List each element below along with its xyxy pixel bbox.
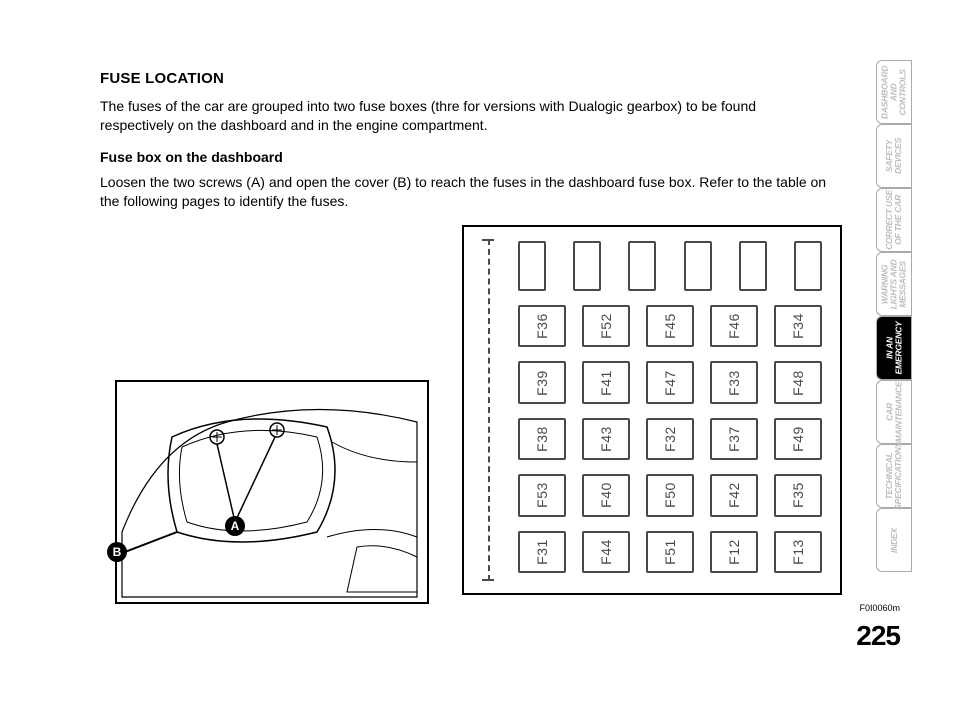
- heading-fuse-location: FUSE LOCATION: [100, 70, 830, 87]
- fuse-label: F46: [726, 313, 742, 339]
- fuse-f41: F41: [582, 361, 630, 403]
- fuse-label: F39: [534, 370, 550, 396]
- fuse-label: F36: [534, 313, 550, 339]
- tab-technical-specifications[interactable]: TECHNICALSPECIFICATIONS: [876, 444, 912, 508]
- fuse-label: F47: [662, 370, 678, 396]
- fuse-f31: F31: [518, 531, 566, 573]
- tab-label: DASHBOARDANDCONTROLS: [881, 65, 908, 118]
- fuse-f13: F13: [774, 531, 822, 573]
- fuse-f37: F37: [710, 418, 758, 460]
- relay-slot: [573, 241, 601, 291]
- relay-row: [518, 241, 822, 291]
- fuse-f32: F32: [646, 418, 694, 460]
- tab-correct-use-of-the-car[interactable]: CORRECT USEOF THE CAR: [876, 188, 912, 252]
- fuse-f33: F33: [710, 361, 758, 403]
- fuse-label: F35: [790, 483, 806, 509]
- fuse-f40: F40: [582, 474, 630, 516]
- fuse-f49: F49: [774, 418, 822, 460]
- fuse-grid: F36 F52 F45 F46 F34 F39 F41 F47 F33 F48 F38 F43 F32 F…: [518, 305, 822, 573]
- text-block: FUSE LOCATION The fuses of the car are g…: [100, 70, 830, 219]
- fuse-f34: F34: [774, 305, 822, 347]
- paragraph-instruction: Loosen the two screws (A) and open the c…: [100, 173, 830, 211]
- fuse-f46: F46: [710, 305, 758, 347]
- relay-slot: [518, 241, 546, 291]
- fuse-label: F45: [662, 313, 678, 339]
- fuse-label: F44: [598, 539, 614, 565]
- tab-safety-devices[interactable]: SAFETYDEVICES: [876, 124, 912, 188]
- fuse-f44: F44: [582, 531, 630, 573]
- dashed-top: [482, 239, 494, 241]
- dashed-divider: [488, 239, 490, 581]
- callout-a: A: [225, 516, 245, 536]
- tab-warning-lights-and-messages[interactable]: WARNINGLIGHTS ANDMESSAGES: [876, 252, 912, 316]
- relay-slot: [739, 241, 767, 291]
- section-tabs: DASHBOARDANDCONTROLS SAFETYDEVICES CORRECT…: [876, 60, 912, 572]
- fuse-label: F49: [790, 426, 806, 452]
- relay-slot: [794, 241, 822, 291]
- fuse-label: F42: [726, 483, 742, 509]
- heading-dashboard-box: Fuse box on the dashboard: [100, 149, 830, 165]
- fuse-f42: F42: [710, 474, 758, 516]
- fuse-label: F33: [726, 370, 742, 396]
- relay-slot: [628, 241, 656, 291]
- fuse-f38: F38: [518, 418, 566, 460]
- fuse-label: F48: [790, 370, 806, 396]
- tab-label: SAFETYDEVICES: [885, 138, 903, 174]
- fuse-f50: F50: [646, 474, 694, 516]
- tab-label: WARNINGLIGHTS ANDMESSAGES: [881, 259, 908, 309]
- fuse-f39: F39: [518, 361, 566, 403]
- fuse-label: F37: [726, 426, 742, 452]
- tab-label: INDEX: [890, 528, 899, 553]
- fuse-f52: F52: [582, 305, 630, 347]
- fuse-label: F43: [598, 426, 614, 452]
- paragraph-intro: The fuses of the car are grouped into tw…: [100, 97, 830, 135]
- relay-slot: [684, 241, 712, 291]
- tab-label: CORRECT USEOF THE CAR: [885, 190, 903, 250]
- fuse-label: F52: [598, 313, 614, 339]
- fuse-label: F31: [534, 539, 550, 565]
- page-number: 225: [856, 620, 900, 652]
- fuse-f45: F45: [646, 305, 694, 347]
- fuse-f43: F43: [582, 418, 630, 460]
- fuse-f53: F53: [518, 474, 566, 516]
- fuse-label: F38: [534, 426, 550, 452]
- fuse-label: F32: [662, 426, 678, 452]
- page: FUSE LOCATION The fuses of the car are g…: [0, 0, 954, 702]
- fuse-f12: F12: [710, 531, 758, 573]
- tab-in-an-emergency[interactable]: IN ANEMERGENCY: [876, 316, 912, 380]
- tab-dashboard-and-controls[interactable]: DASHBOARDANDCONTROLS: [876, 60, 912, 124]
- figure-fuse-box: F36 F52 F45 F46 F34 F39 F41 F47 F33 F48 F38 F43 F32 F…: [450, 225, 842, 595]
- tab-label: CARMAINTENANCE: [885, 382, 903, 443]
- tab-index[interactable]: INDEX: [876, 508, 912, 572]
- fuse-label: F53: [534, 483, 550, 509]
- figure-dashboard-svg: [117, 382, 427, 607]
- tab-label: TECHNICALSPECIFICATIONS: [885, 442, 903, 510]
- fuse-f36: F36: [518, 305, 566, 347]
- callout-b: B: [107, 542, 127, 562]
- fuse-label: F12: [726, 539, 742, 565]
- fuse-f35: F35: [774, 474, 822, 516]
- tab-car-maintenance[interactable]: CARMAINTENANCE: [876, 380, 912, 444]
- fuse-box-frame: F36 F52 F45 F46 F34 F39 F41 F47 F33 F48 F38 F43 F32 F…: [462, 225, 842, 595]
- tab-label: IN ANEMERGENCY: [885, 322, 903, 375]
- fuse-f48: F48: [774, 361, 822, 403]
- dashed-bottom: [482, 579, 494, 581]
- fuse-label: F50: [662, 483, 678, 509]
- fuse-label: F40: [598, 483, 614, 509]
- fuse-label: F34: [790, 313, 806, 339]
- fuse-f47: F47: [646, 361, 694, 403]
- fuse-f51: F51: [646, 531, 694, 573]
- figure-dashboard-cover: A B: [115, 380, 429, 604]
- figure-code: F0I0060m: [859, 603, 900, 613]
- fuse-label: F13: [790, 539, 806, 565]
- fuse-label: F41: [598, 370, 614, 396]
- fuse-label: F51: [662, 539, 678, 565]
